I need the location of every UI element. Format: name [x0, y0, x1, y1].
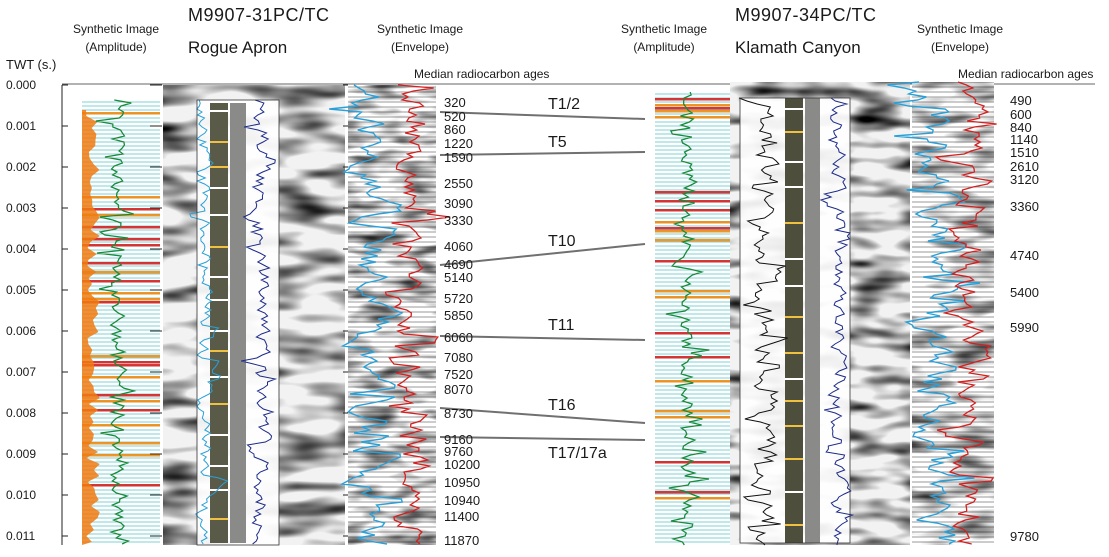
event-label: T10 — [548, 233, 576, 250]
left-amp-header: Synthetic Image (Amplitude) — [62, 20, 170, 56]
left-age-label: 520 — [444, 109, 466, 124]
twt-tick-label: 0.002 — [6, 160, 37, 174]
left-age-label: 2550 — [444, 176, 473, 191]
left-age-label: 11870 — [444, 533, 480, 548]
right-age-label: 3120 — [1010, 172, 1039, 187]
twt-axis-label: TWT (s.) — [6, 57, 57, 72]
left-age-label: 5720 — [444, 291, 473, 306]
twt-tick-label: 0.004 — [6, 242, 37, 256]
correlation-line-t5 — [439, 151, 646, 156]
correlation-line-t11 — [439, 335, 646, 341]
right-amp-header: Synthetic Image (Amplitude) — [610, 20, 718, 56]
right-age-label: 490 — [1010, 93, 1032, 108]
correlation-lines — [439, 111, 646, 441]
left-age-label: 5140 — [444, 270, 473, 285]
left-age-label: 1590 — [444, 150, 473, 165]
twt-tick-label: 0.007 — [6, 365, 37, 379]
twt-tick-label: 0.009 — [6, 447, 37, 461]
right-seismic-panel — [730, 82, 910, 546]
left-age-label: 6060 — [444, 330, 473, 345]
left-ages-header: Median radiocarbon ages — [414, 67, 550, 81]
event-label: T11 — [548, 317, 575, 334]
left-age-label: 320 — [444, 95, 466, 110]
left-age-label: 7520 — [444, 367, 473, 382]
left-age-label: 3090 — [444, 196, 473, 211]
left-env-header-line2: (Envelope) — [390, 40, 450, 54]
event-label: T16 — [548, 397, 576, 414]
event-label: T5 — [548, 134, 567, 151]
right-age-label: 5990 — [1010, 320, 1039, 335]
right-env-header: Synthetic Image (Envelope) — [910, 20, 1010, 56]
left-age-label: 8730 — [444, 406, 473, 421]
left-age-label: 10200 — [444, 457, 481, 472]
left-core-id: M9907-31PC/TC — [188, 5, 330, 25]
event-label: T17/17a — [548, 445, 607, 462]
right-age-label: 5400 — [1010, 285, 1039, 300]
right-age-label: 2610 — [1010, 159, 1039, 174]
left-age-label: 10940 — [444, 493, 481, 508]
left-amp-header-line2: (Amplitude) — [85, 40, 147, 54]
twt-tick-label: 0.003 — [6, 201, 37, 215]
left-age-label: 7080 — [444, 350, 473, 365]
right-envelope-panel — [887, 81, 997, 545]
left-env-header-line1: Synthetic Image — [376, 22, 464, 36]
right-amplitude-panel — [655, 91, 730, 546]
left-amplitude-panel — [82, 99, 160, 545]
right-env-header-line2: (Envelope) — [930, 40, 990, 54]
twt-tick-label: 0.011 — [6, 529, 36, 543]
left-age-label: 11400 — [444, 509, 480, 524]
right-amp-header-line1: Synthetic Image — [620, 22, 708, 36]
left-age-label: 4060 — [444, 239, 473, 254]
correlation-line-t10 — [439, 243, 646, 266]
right-age-label: 9780 — [1010, 529, 1039, 544]
left-seismic-panel — [163, 85, 345, 546]
left-envelope-panel — [329, 84, 451, 545]
right-age-label: 600 — [1010, 107, 1032, 122]
right-site-name: Klamath Canyon — [735, 38, 861, 57]
right-env-header-line1: Synthetic Image — [916, 22, 1004, 36]
left-age-label: 10950 — [444, 475, 481, 490]
left-age-label: 8070 — [444, 382, 473, 397]
left-age-label: 1220 — [444, 136, 473, 151]
left-age-label: 9760 — [444, 444, 473, 459]
right-age-label: 840 — [1010, 120, 1032, 135]
twt-tick-label: 0.010 — [6, 488, 37, 502]
right-core-id: M9907-34PC/TC — [735, 5, 877, 25]
left-env-header: Synthetic Image (Envelope) — [365, 20, 475, 56]
right-age-label: 4740 — [1010, 248, 1039, 263]
twt-tick-label: 0.005 — [6, 283, 37, 297]
twt-tick-label: 0.008 — [6, 406, 37, 420]
correlation-line-t1-2 — [439, 111, 646, 120]
left-site-name: Rogue Apron — [188, 38, 288, 57]
right-ages-header: Median radiocarbon ages — [958, 67, 1094, 81]
right-amp-header-line2: (Amplitude) — [633, 40, 695, 54]
left-age-label: 5850 — [444, 308, 473, 323]
twt-tick-label: 0.001 — [6, 119, 37, 133]
left-age-label: 3330 — [444, 213, 473, 228]
left-age-label: 9160 — [444, 432, 473, 447]
right-age-label: 1510 — [1010, 145, 1039, 160]
right-age-label: 1140 — [1010, 132, 1038, 147]
left-amp-header-line1: Synthetic Image — [72, 22, 160, 36]
correlation-line-t16 — [439, 407, 646, 424]
twt-tick-label: 0.000 — [6, 78, 37, 92]
right-age-label: 3360 — [1010, 199, 1039, 214]
correlation-line-t17 — [439, 436, 646, 441]
twt-tick-label: 0.006 — [6, 324, 37, 338]
left-age-label: 860 — [444, 122, 466, 137]
event-label: T1/2 — [548, 96, 581, 113]
left-age-label: 4690 — [444, 257, 473, 272]
